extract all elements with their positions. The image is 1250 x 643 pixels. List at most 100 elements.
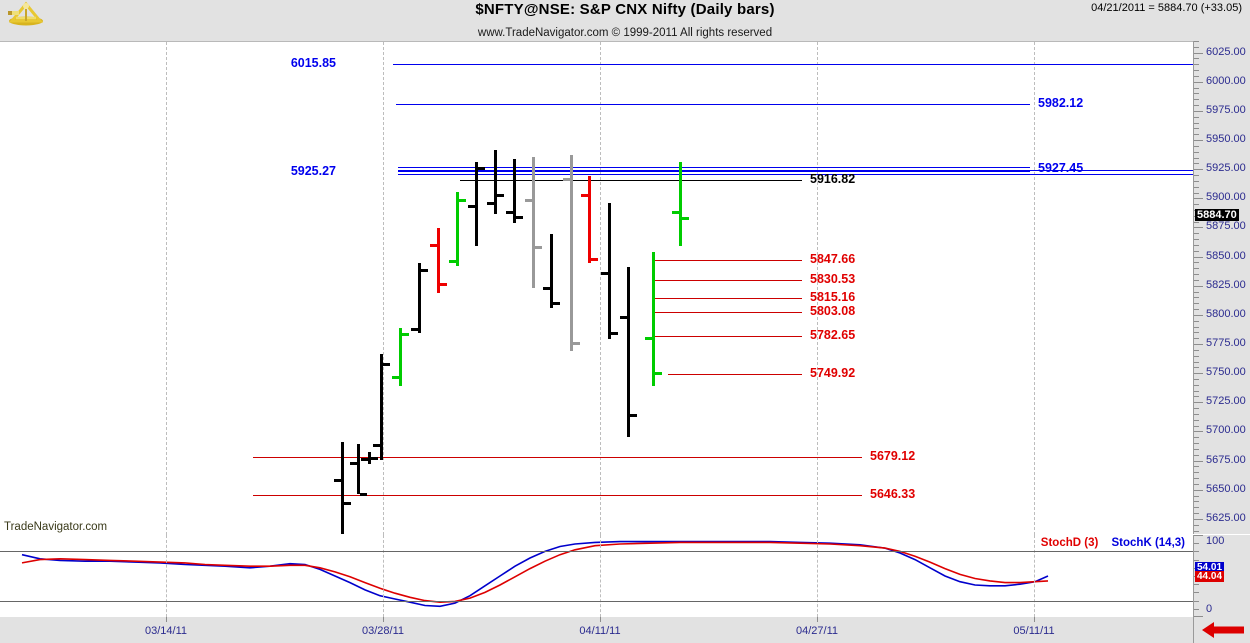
price-axis-minor-tick (1194, 309, 1199, 311)
ohlc-bar (368, 452, 371, 464)
price-axis-tick: 5925.00 (1206, 162, 1246, 175)
price-axis-tickmark (1194, 227, 1203, 229)
price-axis-minor-tick (1194, 204, 1199, 206)
stochastic-indicator-pane[interactable]: StochD (3) StochK (14,3) (0, 535, 1193, 618)
price-axis-tick: 5975.00 (1206, 103, 1246, 116)
price-level-label: 5982.12 (1038, 95, 1084, 110)
ohlc-close-tick (478, 166, 485, 170)
price-axis-minor-tick (1194, 46, 1199, 48)
ohlc-bar (588, 176, 591, 264)
price-axis-minor-tick (1194, 279, 1199, 281)
price-axis-minor-tick (1194, 320, 1199, 322)
price-axis-minor-tick (1194, 64, 1199, 66)
price-axis-tickmark (1194, 518, 1203, 520)
price-axis-tick: 5825.00 (1206, 278, 1246, 291)
price-axis-minor-tick (1194, 134, 1199, 136)
ohlc-open-tick (361, 458, 368, 462)
ohlc-open-tick (645, 336, 652, 340)
price-axis-tick: 5750.00 (1206, 366, 1246, 379)
indicator-axis-tickmark (1194, 543, 1199, 545)
price-chart-plot[interactable]: 6015.85 5982.12 5925.27 5927.45 5916.82 5847.… (0, 41, 1193, 536)
last-quote-label: 04/21/2011 = 5884.70 (+33.05) (1091, 2, 1242, 14)
ohlc-open-tick (487, 201, 494, 205)
price-axis-tick: 5775.00 (1206, 337, 1246, 350)
indicator-axis[interactable]: 100 0 54.01 44.04 (1193, 535, 1250, 617)
date-axis-tickmark (600, 617, 601, 622)
price-axis-minor-tick (1194, 437, 1199, 439)
price-axis-minor-tick (1194, 396, 1199, 398)
price-axis-tick: 5875.00 (1206, 220, 1246, 233)
price-axis-minor-tick (1194, 367, 1199, 369)
price-axis-minor-tick (1194, 274, 1199, 276)
ohlc-bar (475, 162, 478, 246)
price-axis-minor-tick (1194, 186, 1199, 188)
price-axis-minor-tick (1194, 180, 1199, 182)
price-axis-tickmark (1194, 402, 1203, 404)
price-axis-minor-tick (1194, 443, 1199, 445)
price-axis[interactable]: 6025.00 6000.00 5975.00 5950.00 5925.00 5900.… (1193, 41, 1250, 534)
ohlc-bar (570, 155, 573, 351)
ohlc-open-tick (411, 327, 418, 331)
indicator-axis-tickmark (1194, 535, 1203, 536)
price-level-label: 5925.27 (290, 163, 336, 178)
chart-header: $NFTY@NSE: S&P CNX Nifty (Daily bars) 04… (0, 0, 1250, 27)
price-axis-minor-tick (1194, 425, 1199, 427)
price-axis-minor-tick (1194, 239, 1199, 241)
price-level-label: 5927.45 (1038, 161, 1084, 176)
price-level-line (654, 298, 802, 300)
price-axis-minor-tick (1194, 105, 1199, 107)
ohlc-close-tick (402, 333, 409, 337)
date-axis[interactable]: 03/14/11 03/28/11 04/11/11 04/27/11 05/11/11 (0, 617, 1193, 643)
price-axis-tick: 6000.00 (1206, 74, 1246, 87)
ohlc-open-tick (334, 479, 341, 483)
indicator-reference-line (0, 600, 1193, 602)
page-title: $NFTY@NSE: S&P CNX Nifty (Daily bars) (475, 1, 775, 18)
stochk-legend-label: StochK (14,3) (1111, 537, 1186, 549)
ohlc-close-tick (655, 371, 662, 375)
price-level-line (398, 171, 1030, 173)
stochastic-line (21, 541, 1049, 604)
price-axis-minor-tick (1194, 408, 1199, 410)
price-axis-minor-tick (1194, 244, 1199, 246)
price-level-line (253, 494, 862, 496)
price-axis-minor-tick (1194, 495, 1199, 497)
price-axis-minor-tick (1194, 303, 1199, 305)
price-axis-tick: 5800.00 (1206, 307, 1246, 320)
ohlc-close-tick (630, 413, 637, 417)
indicator-reference-line (0, 551, 1193, 553)
date-axis-tick: 05/11/11 (1013, 625, 1055, 637)
vertical-gridline (600, 42, 601, 535)
ohlc-close-tick (516, 215, 523, 219)
price-axis-minor-tick (1194, 233, 1199, 235)
price-axis-minor-tick (1194, 478, 1199, 480)
ohlc-bar (456, 192, 459, 266)
ohlc-open-tick (620, 315, 627, 319)
stochk-value-marker: 54.01 (1195, 561, 1225, 573)
indicator-axis-tickmark (1194, 616, 1203, 617)
price-axis-minor-tick (1194, 297, 1199, 299)
price-axis-tickmark (1194, 373, 1203, 375)
price-axis-tickmark (1194, 460, 1203, 462)
ohlc-close-tick (611, 332, 618, 336)
ohlc-bar (418, 263, 421, 334)
ohlc-open-tick (601, 271, 608, 275)
price-axis-minor-tick (1194, 472, 1199, 474)
price-axis-tickmark (1194, 110, 1203, 112)
price-axis-minor-tick (1194, 41, 1199, 42)
price-axis-minor-tick (1194, 378, 1199, 380)
ohlc-bar (627, 266, 630, 438)
price-axis-minor-tick (1194, 87, 1199, 89)
price-level-line (654, 312, 802, 314)
stochastic-line (21, 540, 1049, 608)
price-axis-tick: 5650.00 (1206, 482, 1246, 495)
price-axis-minor-tick (1194, 419, 1199, 421)
price-level-line (396, 103, 1030, 105)
price-axis-tick: 5950.00 (1206, 133, 1246, 146)
ohlc-bar (357, 444, 360, 495)
left-arrow-icon[interactable] (1200, 619, 1246, 641)
price-level-label: 5847.66 (810, 252, 856, 267)
ohlc-bar (513, 158, 516, 223)
ohlc-close-tick (344, 502, 351, 506)
price-axis-minor-tick (1194, 157, 1199, 159)
price-axis-minor-tick (1194, 355, 1199, 357)
